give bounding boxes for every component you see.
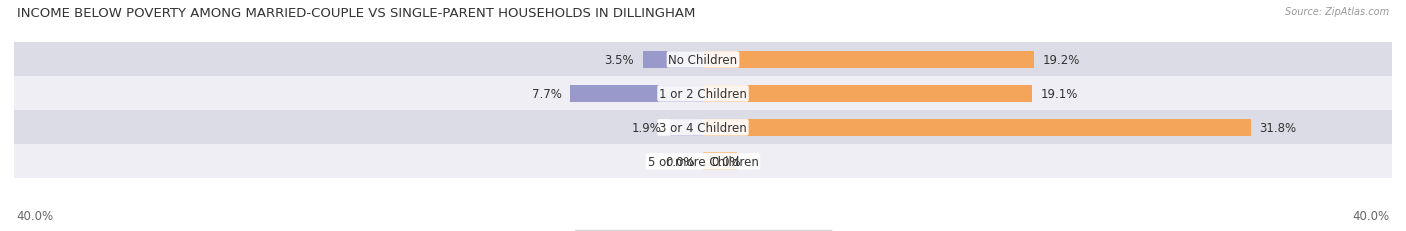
Bar [703, 119, 1251, 137]
Text: Source: ZipAtlas.com: Source: ZipAtlas.com [1285, 7, 1389, 17]
Bar [643, 51, 703, 69]
Bar [14, 43, 1392, 77]
Text: 31.8%: 31.8% [1260, 121, 1296, 134]
Bar [703, 51, 1033, 69]
Text: 7.7%: 7.7% [531, 88, 562, 100]
Legend: Married Couples, Single Parents: Married Couples, Single Parents [574, 230, 832, 231]
Text: 1 or 2 Children: 1 or 2 Children [659, 88, 747, 100]
Text: 19.1%: 19.1% [1040, 88, 1078, 100]
Text: 5 or more Children: 5 or more Children [648, 155, 758, 168]
Text: 3.5%: 3.5% [605, 54, 634, 67]
Text: No Children: No Children [668, 54, 738, 67]
Text: 1.9%: 1.9% [631, 121, 662, 134]
Bar [14, 77, 1392, 111]
Bar [14, 111, 1392, 145]
Bar [14, 145, 1392, 179]
Text: 3 or 4 Children: 3 or 4 Children [659, 121, 747, 134]
Text: 40.0%: 40.0% [1353, 209, 1389, 222]
Bar [703, 85, 1032, 103]
Bar [703, 153, 738, 170]
Text: 0.0%: 0.0% [665, 155, 695, 168]
Text: 19.2%: 19.2% [1042, 54, 1080, 67]
Text: 40.0%: 40.0% [17, 209, 53, 222]
Text: 0.0%: 0.0% [711, 155, 741, 168]
Text: INCOME BELOW POVERTY AMONG MARRIED-COUPLE VS SINGLE-PARENT HOUSEHOLDS IN DILLING: INCOME BELOW POVERTY AMONG MARRIED-COUPL… [17, 7, 695, 20]
Bar [571, 85, 703, 103]
Bar [671, 119, 703, 137]
